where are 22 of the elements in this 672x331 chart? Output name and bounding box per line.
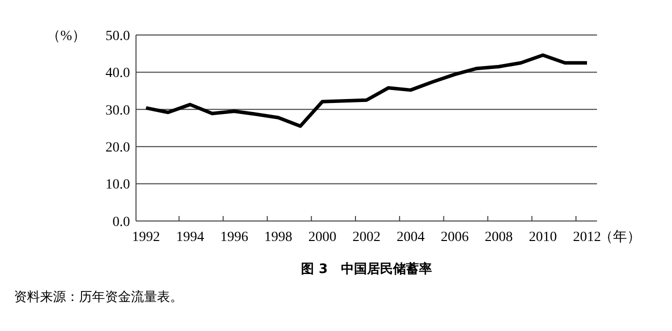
x-tick-label: 2010 xyxy=(528,230,557,245)
x-tick-label: 2006 xyxy=(440,230,469,245)
y-tick-label: 20.0 xyxy=(106,140,130,156)
text: 资料来源：历年资金流量表。 xyxy=(14,289,183,305)
y-tick-label: 50.0 xyxy=(106,28,130,44)
x-tick-label: 2002 xyxy=(352,230,380,245)
y-tick-label: 40.0 xyxy=(106,66,130,82)
y-tick-label: 30.0 xyxy=(106,103,130,118)
x-tick-label: 1998 xyxy=(264,230,292,245)
y-axis-title: （%） xyxy=(46,28,86,44)
x-tick-label: 2012 xyxy=(573,230,601,245)
y-tick-label: 10.0 xyxy=(106,178,130,193)
x-axis-title: （年） xyxy=(599,229,641,245)
y-tick-label: 0.0 xyxy=(112,214,130,230)
x-tick-label: 2008 xyxy=(484,230,513,245)
x-tick-label: 2004 xyxy=(396,230,425,245)
line-series xyxy=(144,53,589,128)
x-tick-label: 1992 xyxy=(132,230,160,245)
x-tick-label: 2000 xyxy=(308,230,336,245)
x-tick-label: 1996 xyxy=(220,230,248,245)
x-tick-label: 1994 xyxy=(176,230,204,245)
text: 图 3 中国居民储蓄率 xyxy=(301,261,432,277)
